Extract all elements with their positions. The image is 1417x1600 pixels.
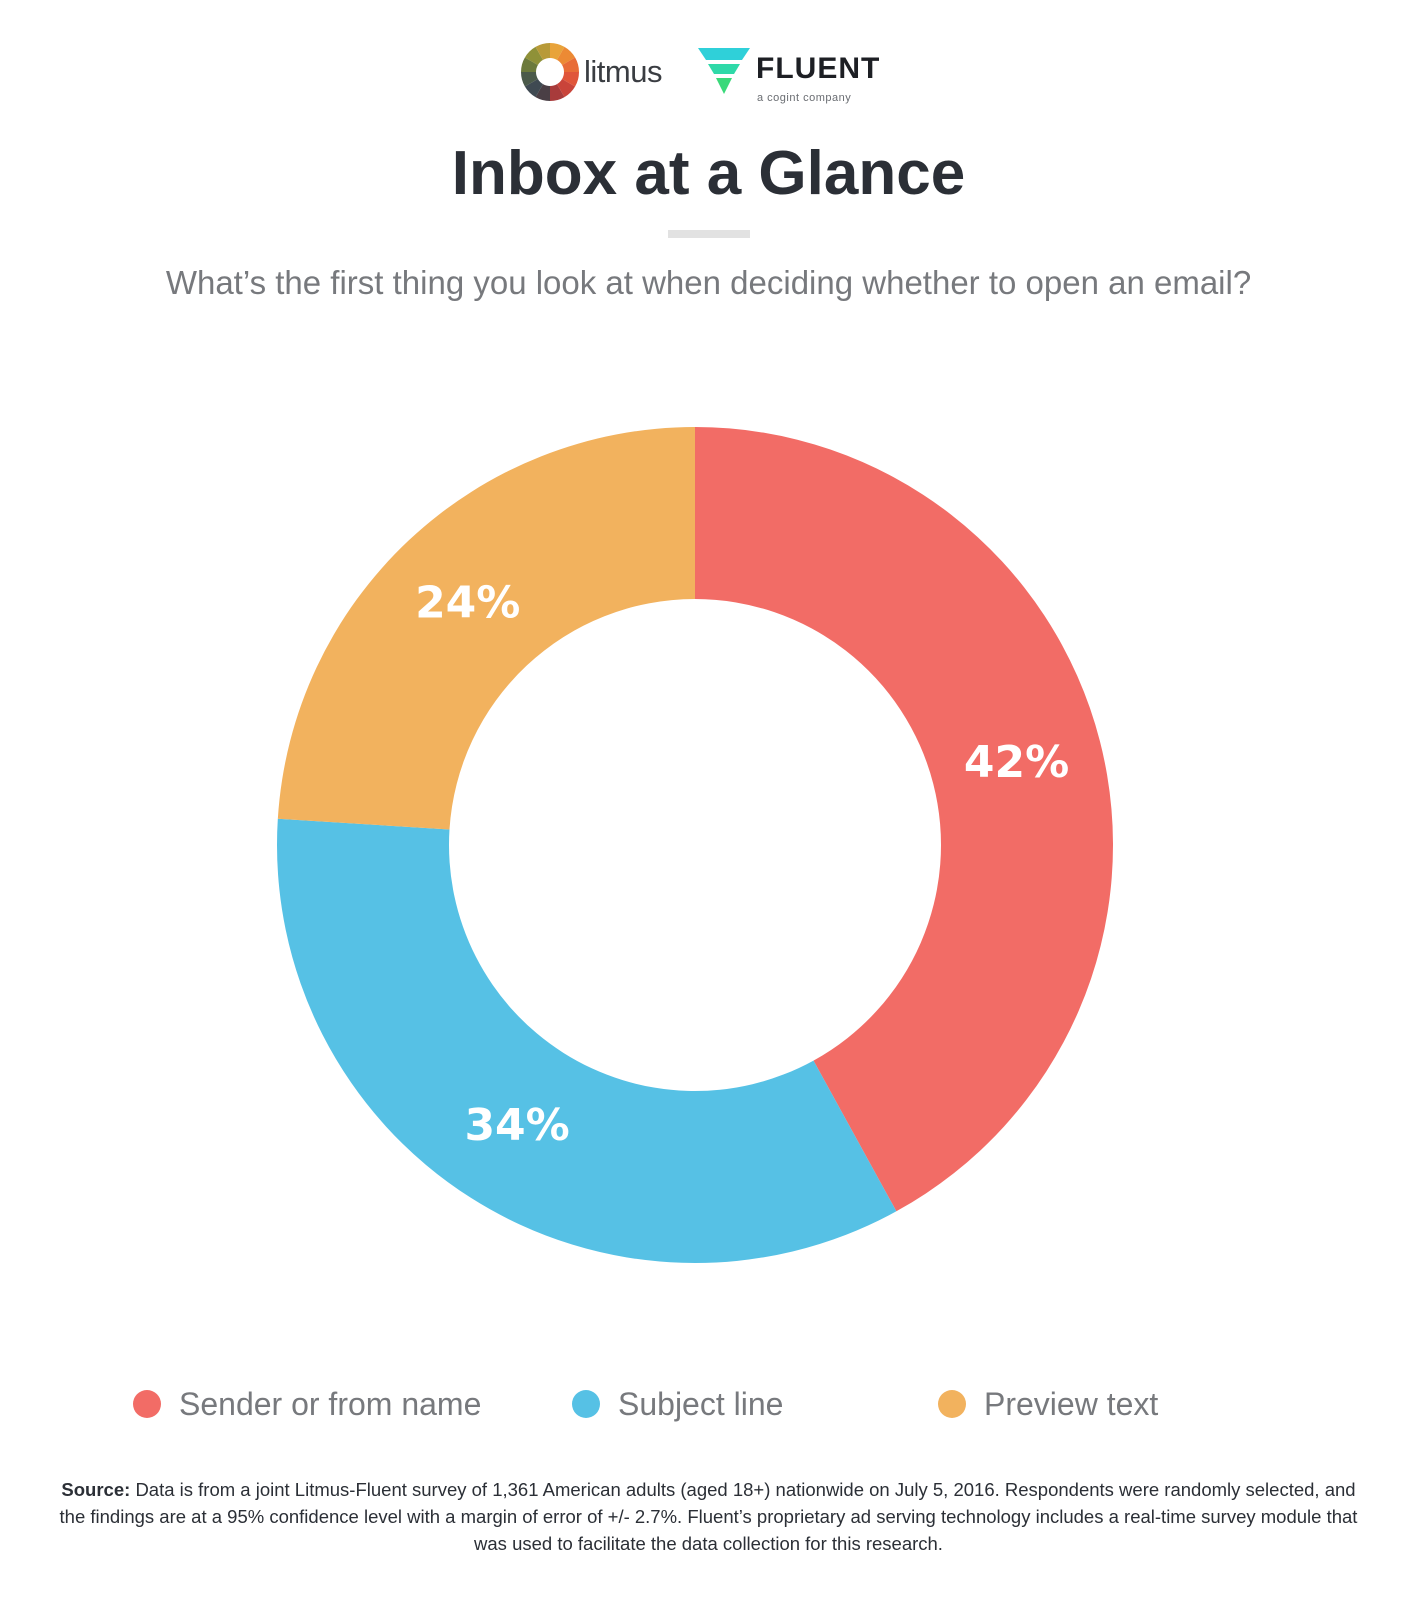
donut-chart: 42% 34% 24% bbox=[277, 427, 1113, 1263]
litmus-logo: litmus bbox=[520, 40, 680, 104]
legend-item-subject: Subject line bbox=[572, 1382, 783, 1426]
legend-item-sender: Sender or from name bbox=[133, 1382, 481, 1426]
source-note: Source: Data is from a joint Litmus-Flue… bbox=[55, 1476, 1362, 1557]
legend-label-sender: Sender or from name bbox=[179, 1385, 482, 1422]
legend-label-preview: Preview text bbox=[984, 1385, 1159, 1422]
slice-preview bbox=[277, 427, 695, 830]
source-label: Source: bbox=[61, 1479, 131, 1500]
litmus-wordmark: litmus bbox=[584, 54, 662, 89]
legend-item-preview: Preview text bbox=[938, 1382, 1158, 1426]
legend-label-subject: Subject line bbox=[618, 1385, 784, 1422]
legend-dot-sender bbox=[133, 1390, 161, 1418]
fluent-triangle-icon bbox=[698, 48, 750, 94]
page-title: Inbox at a Glance bbox=[451, 139, 966, 208]
source-text: Data is from a joint Litmus-Fluent surve… bbox=[59, 1479, 1358, 1554]
label-preview: 24% bbox=[415, 577, 520, 628]
fluent-logo: FLUENT a cogint company bbox=[696, 38, 916, 110]
legend-dot-preview bbox=[938, 1390, 966, 1418]
litmus-wheel-icon bbox=[521, 43, 579, 101]
fluent-tagline: a cogint company bbox=[757, 92, 852, 104]
partner-logos: litmus FLUENT a cogint company bbox=[0, 38, 1417, 118]
fluent-wordmark: FLUENT bbox=[756, 52, 881, 85]
label-subject: 34% bbox=[464, 1100, 569, 1151]
slice-subject bbox=[277, 818, 897, 1263]
legend-dot-subject bbox=[572, 1390, 600, 1418]
chart-legend: Sender or from name Subject line Preview… bbox=[0, 1382, 1417, 1426]
label-sender: 42% bbox=[964, 737, 1069, 788]
title-divider bbox=[668, 230, 750, 238]
slice-sender bbox=[695, 427, 1113, 1212]
chart-subtitle: What’s the first thing you look at when … bbox=[165, 264, 1252, 301]
